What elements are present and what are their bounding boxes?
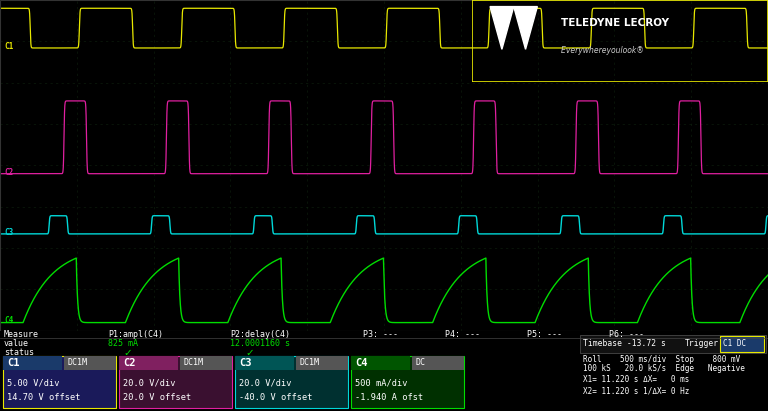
Text: 500 mA/div: 500 mA/div bbox=[355, 379, 408, 388]
Bar bbox=[235, 356, 293, 370]
Bar bbox=[720, 336, 764, 352]
Text: X1= 11.220 s ΔX=   0 ms: X1= 11.220 s ΔX= 0 ms bbox=[583, 375, 690, 384]
Text: Trigger: Trigger bbox=[685, 339, 719, 349]
Text: DC: DC bbox=[415, 358, 425, 367]
Bar bbox=[119, 356, 177, 370]
Text: DC1M: DC1M bbox=[67, 358, 87, 367]
Text: value: value bbox=[4, 339, 29, 349]
Text: status: status bbox=[4, 349, 34, 358]
Text: 100 kS   20.0 kS/s  Edge   Negative: 100 kS 20.0 kS/s Edge Negative bbox=[583, 365, 745, 374]
Text: P2:delay(C4): P2:delay(C4) bbox=[230, 330, 290, 339]
Bar bbox=[296, 356, 348, 370]
Bar bbox=[64, 356, 116, 370]
Text: Roll    500 ms/div  Stop    800 mV: Roll 500 ms/div Stop 800 mV bbox=[583, 356, 740, 365]
Bar bbox=[351, 356, 410, 370]
Text: Timebase -13.72 s: Timebase -13.72 s bbox=[583, 339, 666, 349]
Text: C1: C1 bbox=[5, 42, 14, 51]
Text: Measure: Measure bbox=[4, 330, 39, 339]
Text: Everywhere​you​look®: Everywhere​you​look® bbox=[561, 46, 644, 55]
Bar bbox=[3, 356, 116, 408]
Text: 14.70 V offset: 14.70 V offset bbox=[7, 393, 81, 402]
Text: C3: C3 bbox=[239, 358, 251, 368]
Text: ✓: ✓ bbox=[245, 348, 253, 358]
Text: -1.940 A ofst: -1.940 A ofst bbox=[355, 393, 423, 402]
Text: -40.0 V offset: -40.0 V offset bbox=[239, 393, 313, 402]
Text: 825 mA: 825 mA bbox=[108, 339, 138, 349]
Bar bbox=[412, 356, 464, 370]
Text: C4: C4 bbox=[5, 316, 14, 326]
Text: 12.0001160 s: 12.0001160 s bbox=[230, 339, 290, 349]
Text: C1 DC: C1 DC bbox=[723, 339, 746, 349]
Text: P4: ---: P4: --- bbox=[445, 330, 480, 339]
Polygon shape bbox=[514, 7, 538, 49]
Text: ✓: ✓ bbox=[123, 348, 132, 358]
Bar bbox=[580, 335, 766, 353]
Text: DC1M: DC1M bbox=[183, 358, 204, 367]
Bar bbox=[351, 356, 464, 408]
Bar bbox=[235, 356, 348, 408]
Text: DC1M: DC1M bbox=[300, 358, 319, 367]
Text: 20.0 V/div: 20.0 V/div bbox=[123, 379, 176, 388]
Text: C4: C4 bbox=[355, 358, 368, 368]
Bar bbox=[119, 356, 232, 408]
Text: 5.00 V/div: 5.00 V/div bbox=[7, 379, 59, 388]
Polygon shape bbox=[490, 7, 514, 49]
Text: 20.0 V offset: 20.0 V offset bbox=[123, 393, 191, 402]
Text: P3: ---: P3: --- bbox=[363, 330, 398, 339]
Text: C3: C3 bbox=[5, 229, 14, 238]
Text: C2: C2 bbox=[5, 168, 14, 177]
Text: P1:ampl(C4): P1:ampl(C4) bbox=[108, 330, 163, 339]
Bar bbox=[3, 356, 61, 370]
Text: P6: ---: P6: --- bbox=[609, 330, 644, 339]
Bar bbox=[180, 356, 232, 370]
Text: X2= 11.220 s 1/ΔX= 0 Hz: X2= 11.220 s 1/ΔX= 0 Hz bbox=[583, 386, 690, 395]
Text: C2: C2 bbox=[123, 358, 135, 368]
Text: C1: C1 bbox=[7, 358, 19, 368]
Text: TELEDYNE LECROY: TELEDYNE LECROY bbox=[561, 18, 669, 28]
Text: P5: ---: P5: --- bbox=[527, 330, 562, 339]
Text: 20.0 V/div: 20.0 V/div bbox=[239, 379, 292, 388]
